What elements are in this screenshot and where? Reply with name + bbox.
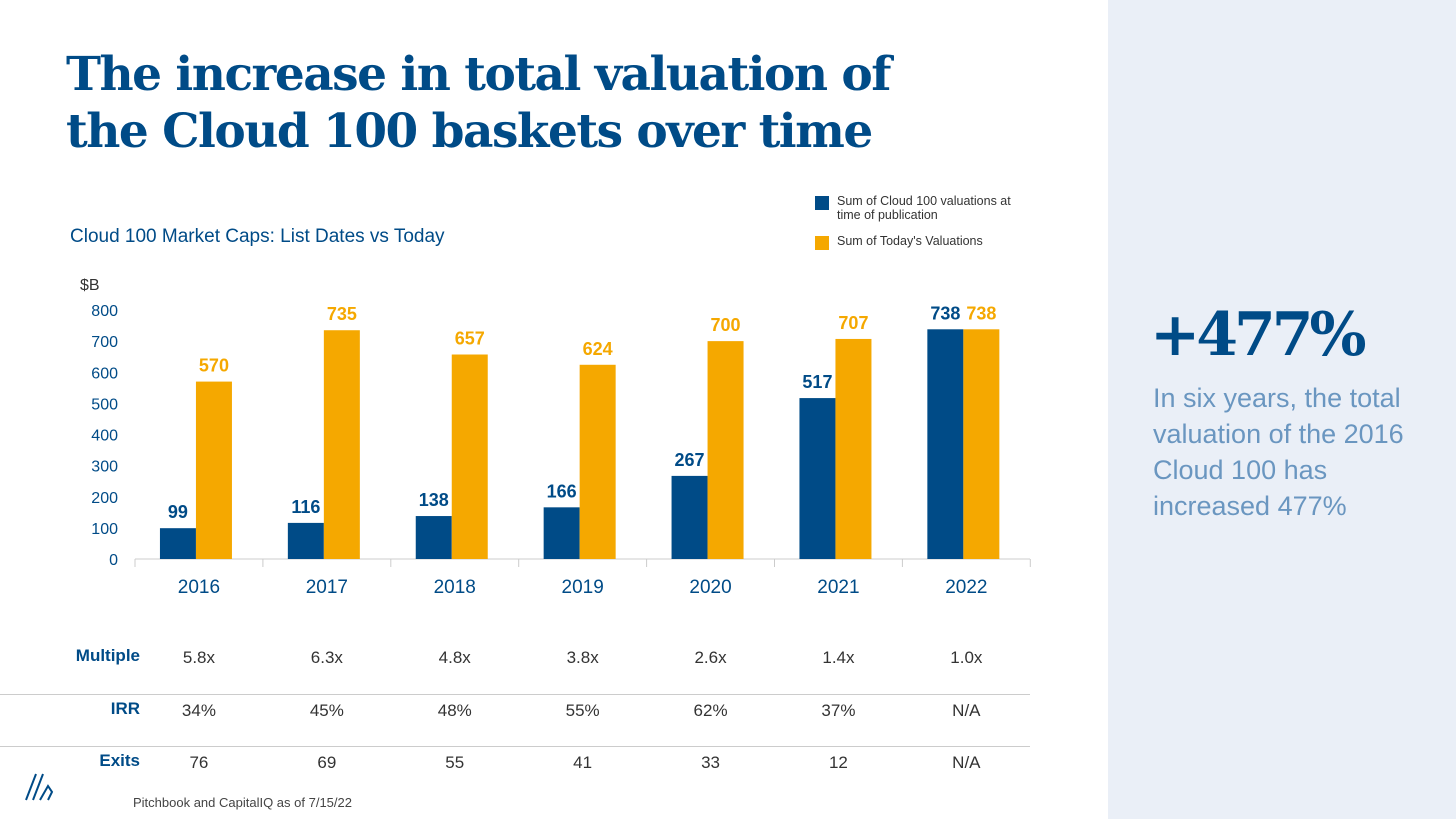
data-label: 116 <box>291 497 320 517</box>
bar <box>927 329 964 559</box>
x-tick-label: 2018 <box>434 577 476 598</box>
bar <box>159 528 196 559</box>
highlight-text: In six years, the total valuation of the… <box>1153 383 1404 521</box>
bar <box>195 381 232 559</box>
table-cell: 2.6x <box>694 648 727 667</box>
y-tick-label: 100 <box>91 521 118 538</box>
y-tick-label: 700 <box>91 334 118 351</box>
table-cell: 55% <box>565 701 600 720</box>
chart-title: Cloud 100 Market Caps: List Dates vs Tod… <box>70 226 445 247</box>
table-row: Multiple 5.8x 6.3x 4.8x 3.8x 2.6x 1.4x 1.0x <box>0 642 1030 694</box>
y-tick-label: 800 <box>91 303 118 320</box>
table-cell: N/A <box>952 753 981 772</box>
y-axis-unit: $B <box>80 277 100 294</box>
x-tick-label: 2022 <box>945 577 987 598</box>
x-tick-label: 2016 <box>178 577 220 598</box>
table-cell: 4.8x <box>438 648 471 667</box>
data-label: 138 <box>419 490 449 510</box>
bar <box>963 329 1000 559</box>
bar <box>835 338 872 559</box>
data-label: 99 <box>168 502 188 522</box>
table-cell: 12 <box>828 753 848 772</box>
table-cell: 6.3x <box>310 648 343 667</box>
legend-swatch <box>815 196 829 210</box>
x-tick-label: 2017 <box>306 577 348 598</box>
table-cell: 37% <box>821 701 856 720</box>
data-label: 707 <box>838 313 868 333</box>
table-cell: 5.8x <box>182 648 215 667</box>
table-cell: 1.0x <box>950 648 983 667</box>
data-label: 267 <box>675 450 705 470</box>
side-panel <box>1108 0 1456 819</box>
table-cell: 45% <box>309 701 344 720</box>
highlight-value: +477% <box>1150 300 1367 370</box>
legend-label: Sum of Cloud 100 valuations at time of p… <box>837 194 1011 222</box>
y-tick-label: 600 <box>91 365 118 382</box>
y-tick-label: 300 <box>91 459 118 476</box>
legend-label: Sum of Today's Valuations <box>837 234 983 248</box>
x-tick-label: 2021 <box>817 577 859 598</box>
data-label: 735 <box>327 304 357 324</box>
table-row: Exits 76 69 55 41 33 12 N/A <box>0 746 1030 799</box>
bar <box>799 398 836 559</box>
bar <box>451 354 488 559</box>
table-cell: 62% <box>693 701 728 720</box>
table-cell: N/A <box>952 701 981 720</box>
bar <box>287 522 324 559</box>
legend-swatch <box>815 236 829 250</box>
logo-icon <box>25 773 54 801</box>
y-tick-label: 400 <box>91 428 118 445</box>
bar-chart: $B 0 100 200 300 400 500 600 700 800 2016 99 570 2017… <box>80 277 1031 598</box>
x-tick-label: 2020 <box>689 577 731 598</box>
table-cell: 76 <box>189 753 209 772</box>
bar <box>323 330 360 559</box>
table-cell: 69 <box>317 753 337 772</box>
bar <box>579 364 616 559</box>
legend: Sum of Cloud 100 valuations at time of p… <box>815 194 1037 262</box>
y-tick-label: 500 <box>91 396 118 413</box>
data-label: 657 <box>455 329 485 349</box>
page-title: The increase in total valuation of the C… <box>66 47 892 159</box>
table-cell: 48% <box>437 701 472 720</box>
table-cell: 55 <box>445 753 465 772</box>
data-label: 700 <box>711 315 741 335</box>
table-cell: 34% <box>181 701 216 720</box>
x-tick-label: 2019 <box>562 577 604 598</box>
bar <box>707 341 744 559</box>
table-row: IRR 34% 45% 48% 55% 62% 37% N/A <box>0 694 1030 747</box>
data-label: 166 <box>547 481 577 501</box>
table-cell: 1.4x <box>822 648 855 667</box>
table-cell: 33 <box>701 753 720 772</box>
row-label: Multiple <box>75 646 140 665</box>
row-label: Exits <box>99 751 140 770</box>
y-tick-label: 200 <box>91 490 118 507</box>
table-cell: 41 <box>573 753 593 772</box>
y-tick-label: 0 <box>109 552 118 569</box>
table-cell: 3.8x <box>566 648 599 667</box>
data-label: 570 <box>199 356 229 376</box>
data-label: 738 <box>930 303 960 323</box>
bar <box>543 507 580 559</box>
data-label: 738 <box>966 303 996 323</box>
data-label: 517 <box>802 372 832 392</box>
source-note: Pitchbook and CapitalIQ as of 7/15/22 <box>133 795 352 810</box>
data-label: 624 <box>583 339 613 359</box>
legend-item: Sum of Cloud 100 valuations at time of p… <box>815 194 1037 222</box>
bar <box>671 475 708 559</box>
bar <box>415 516 452 559</box>
legend-item: Sum of Today's Valuations <box>815 234 1037 250</box>
row-label: IRR <box>110 699 140 718</box>
